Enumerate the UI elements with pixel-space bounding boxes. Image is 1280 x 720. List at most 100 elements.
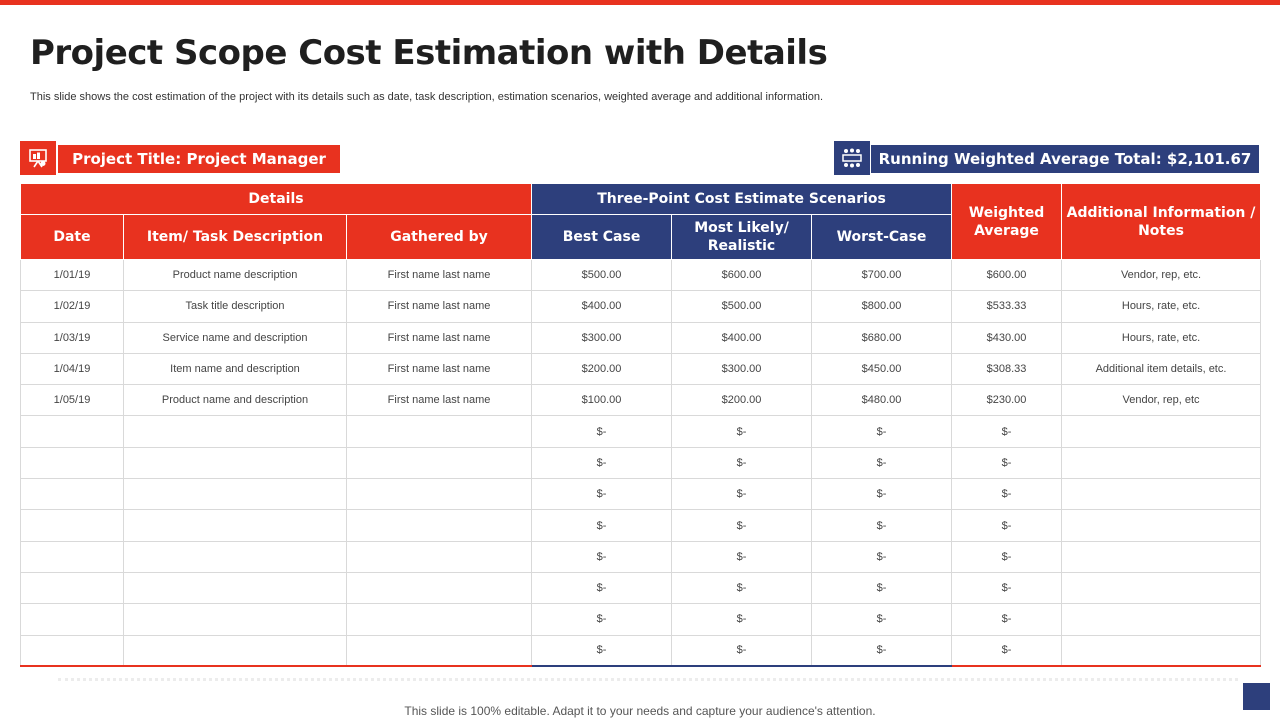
date-cell: 1/02/19 [20, 290, 124, 323]
gathered-by-cell: First name last name [345, 321, 533, 354]
worst-case-cell: $- [811, 478, 953, 511]
presentation-board-icon [29, 149, 47, 168]
most-likely-header: Most Likely/ Realistic [671, 214, 813, 260]
date-cell [20, 415, 124, 448]
notes-cell: Hours, rate, etc. [1061, 321, 1262, 354]
date-cell [20, 603, 124, 636]
notes-cell [1061, 603, 1262, 636]
best-case-cell: $- [531, 478, 673, 511]
date-cell [20, 509, 124, 542]
best-case-cell: $- [531, 603, 673, 636]
notes-cell [1061, 634, 1262, 668]
date-cell: 1/04/19 [20, 352, 124, 386]
weighted-average-cell: $- [951, 634, 1063, 668]
gathered-by-cell [345, 540, 533, 573]
project-title-banner: Project Title: Project Manager [58, 145, 340, 173]
table-row: $- $- $- $- [20, 540, 1262, 573]
worst-case-cell: $- [811, 603, 953, 636]
most-likely-cell: $- [671, 415, 813, 448]
team-meeting-icon [842, 148, 862, 168]
notes-cell [1061, 509, 1262, 542]
most-likely-cell: $- [671, 446, 813, 480]
gathered-by-cell [345, 634, 533, 668]
best-case-cell: $500.00 [531, 258, 673, 292]
worst-case-cell: $- [811, 509, 953, 542]
footer-divider [58, 678, 1238, 681]
date-cell: 1/01/19 [20, 258, 124, 292]
notes-cell [1061, 540, 1262, 573]
date-header: Date [20, 214, 124, 260]
weighted-average-cell: $- [951, 446, 1063, 480]
most-likely-cell: $300.00 [671, 352, 813, 386]
best-case-cell: $- [531, 571, 673, 605]
most-likely-cell: $- [671, 478, 813, 511]
weighted-average-cell: $- [951, 478, 1063, 511]
page-title: Project Scope Cost Estimation with Detai… [30, 33, 828, 73]
best-case-cell: $200.00 [531, 352, 673, 386]
weighted-average-cell: $600.00 [951, 258, 1063, 292]
most-likely-cell: $- [671, 634, 813, 668]
weighted-average-cell: $- [951, 571, 1063, 605]
weighted-average-cell: $430.00 [951, 321, 1063, 354]
worst-case-header: Worst-Case [811, 214, 953, 260]
worst-case-cell: $450.00 [811, 352, 953, 386]
table-row: $- $- $- $- [20, 415, 1262, 448]
item-description-cell [123, 415, 347, 448]
table-row: 1/02/19 Task title description First name … [20, 290, 1262, 323]
most-likely-cell: $200.00 [671, 384, 813, 417]
date-cell [20, 478, 124, 511]
item-description-cell [123, 603, 347, 636]
most-likely-cell: $400.00 [671, 321, 813, 354]
weighted-average-cell: $308.33 [951, 352, 1063, 386]
table-row: $- $- $- $- [20, 571, 1262, 605]
best-case-cell: $- [531, 415, 673, 448]
gathered-by-cell: First name last name [345, 384, 533, 417]
most-likely-cell: $- [671, 540, 813, 573]
table-row: $- $- $- $- [20, 603, 1262, 636]
item-description-cell: Product name and description [123, 384, 347, 417]
notes-cell: Hours, rate, etc. [1061, 290, 1262, 323]
weighted-average-header: Weighted Average [951, 183, 1063, 260]
item-description-cell [123, 446, 347, 480]
item-description-cell: Item name and description [123, 352, 347, 386]
page-subtitle: This slide shows the cost estimation of … [30, 91, 824, 103]
gathered-by-cell [345, 571, 533, 605]
best-case-cell: $- [531, 540, 673, 573]
notes-cell [1061, 571, 1262, 605]
best-case-cell: $- [531, 509, 673, 542]
table-row: 1/03/19 Service name and description First… [20, 321, 1262, 354]
most-likely-cell: $- [671, 571, 813, 605]
worst-case-cell: $- [811, 571, 953, 605]
weighted-average-cell: $- [951, 540, 1063, 573]
date-cell: 1/03/19 [20, 321, 124, 354]
notes-cell: Additional item details, etc. [1061, 352, 1262, 386]
date-cell [20, 571, 124, 605]
most-likely-cell: $600.00 [671, 258, 813, 292]
best-case-header: Best Case [531, 214, 673, 260]
weighted-average-cell: $- [951, 603, 1063, 636]
weighted-average-cell: $- [951, 509, 1063, 542]
table-body: 1/01/19 Product name description First nam… [20, 258, 1262, 668]
worst-case-cell: $480.00 [811, 384, 953, 417]
worst-case-cell: $- [811, 540, 953, 573]
date-cell [20, 446, 124, 480]
details-group-header: Details [19, 183, 533, 215]
table-row: $- $- $- $- [20, 509, 1262, 542]
most-likely-cell: $- [671, 509, 813, 542]
table-row: 1/01/19 Product name description First nam… [20, 258, 1262, 292]
weighted-average-cell: $533.33 [951, 290, 1063, 323]
notes-cell: Vendor, rep, etc [1061, 384, 1262, 417]
weighted-average-cell: $- [951, 415, 1063, 448]
best-case-cell: $300.00 [531, 321, 673, 354]
cost-estimate-table: Details Three-Point Cost Estimate Scenar… [19, 183, 1262, 668]
total-icon-box [834, 141, 870, 175]
item-description-cell [123, 478, 347, 511]
item-description-cell: Task title description [123, 290, 347, 323]
gathered-by-cell: First name last name [345, 352, 533, 386]
additional-info-header: Additional Information / Notes [1061, 183, 1262, 260]
item-description-cell [123, 509, 347, 542]
item-description-cell: Product name description [123, 258, 347, 292]
gathered-by-cell: First name last name [345, 258, 533, 292]
notes-cell [1061, 478, 1262, 511]
top-accent-bar [0, 0, 1280, 5]
